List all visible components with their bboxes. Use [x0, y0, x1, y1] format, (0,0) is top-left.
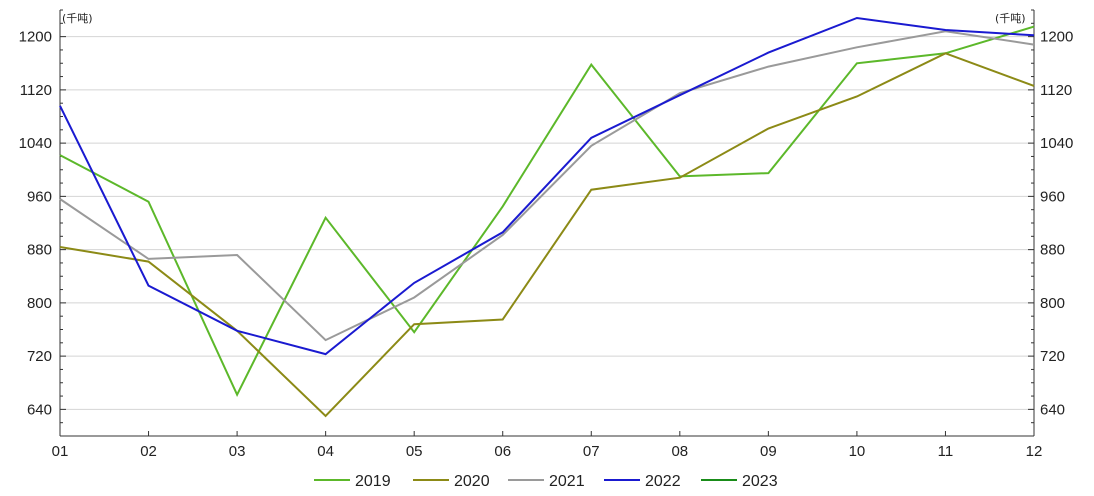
x-tick-label-03: 03	[229, 443, 246, 460]
right-tick-label-800: 800	[1040, 295, 1065, 312]
legend-label-2020: 2020	[454, 473, 490, 490]
x-tick-label-02: 02	[140, 443, 157, 460]
x-tick-label-06: 06	[494, 443, 511, 460]
series-line-2021	[59, 30, 1035, 342]
series-lines	[59, 16, 1035, 418]
right-tick-label-1120: 1120	[1040, 82, 1072, 99]
x-tick-label-01: 01	[52, 443, 69, 460]
right-tick-label-1200: 1200	[1040, 29, 1073, 46]
x-tick-label-04: 04	[317, 443, 334, 460]
legend-label-2023: 2023	[742, 473, 778, 490]
grid-lines	[60, 36, 1034, 410]
left-tick-label-960: 960	[27, 188, 52, 205]
x-tick-label-11: 11	[938, 443, 954, 460]
legend-label-2021: 2021	[549, 473, 585, 490]
right-tick-label-960: 960	[1040, 188, 1065, 205]
right-tick-label-720: 720	[1040, 348, 1065, 365]
left-tick-label-720: 720	[27, 348, 52, 365]
x-tick-label-10: 10	[849, 443, 866, 460]
left-tick-label-1040: 1040	[19, 135, 52, 152]
right-tick-label-640: 640	[1040, 401, 1065, 418]
right-tick-label-1040: 1040	[1040, 135, 1073, 152]
right-tick-label-880: 880	[1040, 242, 1065, 259]
x-tick-label-05: 05	[406, 443, 423, 460]
left-axis-unit: (千吨)	[62, 12, 93, 25]
axes: 640 640 720 720 800 800 880 880 960 960 1040 1040 11…	[19, 9, 1073, 460]
series-line-2022	[59, 16, 1035, 356]
x-tick-label-09: 09	[760, 443, 777, 460]
x-tick-label-07: 07	[583, 443, 600, 460]
x-tick-label-12: 12	[1026, 443, 1043, 460]
left-tick-label-1120: 1120	[20, 82, 52, 99]
left-tick-label-880: 880	[27, 242, 52, 259]
left-tick-label-800: 800	[27, 295, 52, 312]
right-axis-unit: (千吨)	[995, 12, 1026, 25]
series-line-2019	[59, 25, 1035, 398]
legend: 2019 2020 2021 2022 2023	[314, 473, 778, 490]
legend-label-2022: 2022	[645, 473, 681, 490]
legend-label-2019: 2019	[355, 473, 391, 490]
left-tick-label-1200: 1200	[19, 29, 52, 46]
series-line-2020	[59, 52, 1035, 418]
x-tick-label-08: 08	[671, 443, 688, 460]
left-tick-label-640: 640	[27, 401, 52, 418]
